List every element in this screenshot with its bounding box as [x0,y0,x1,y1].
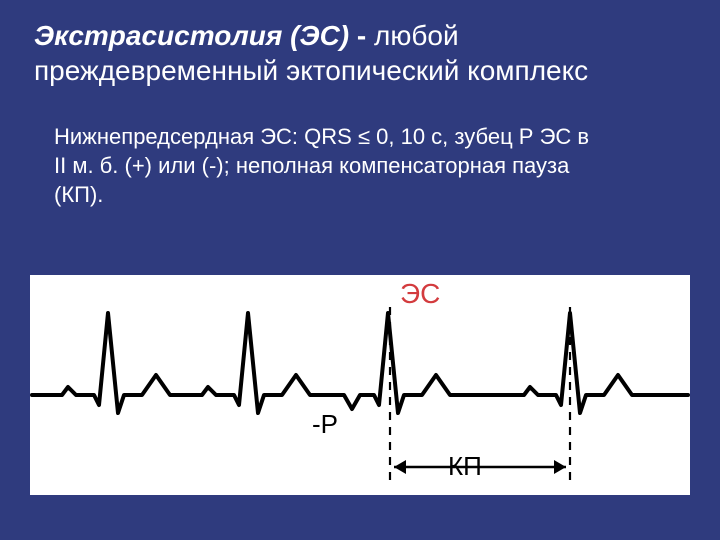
ecg-diagram: ЭС -P КП [30,275,690,495]
kp-arrow-right [554,460,566,474]
kp-arrow-left [394,460,406,474]
label-es: ЭС [400,278,440,309]
slide-title: Экстрасистолия (ЭС) - любой преждевремен… [0,0,720,98]
label-kp: КП [448,451,482,481]
ecg-svg: ЭС -P КП [30,275,690,495]
label-neg-p: -P [312,409,338,439]
ecg-trace [32,313,688,413]
title-bold: Экстрасистолия (ЭС) [34,20,349,51]
title-dash: - [349,20,374,51]
slide-body: Нижнепредсердная ЭС: QRS ≤ 0, 10 с, зубе… [0,98,640,219]
